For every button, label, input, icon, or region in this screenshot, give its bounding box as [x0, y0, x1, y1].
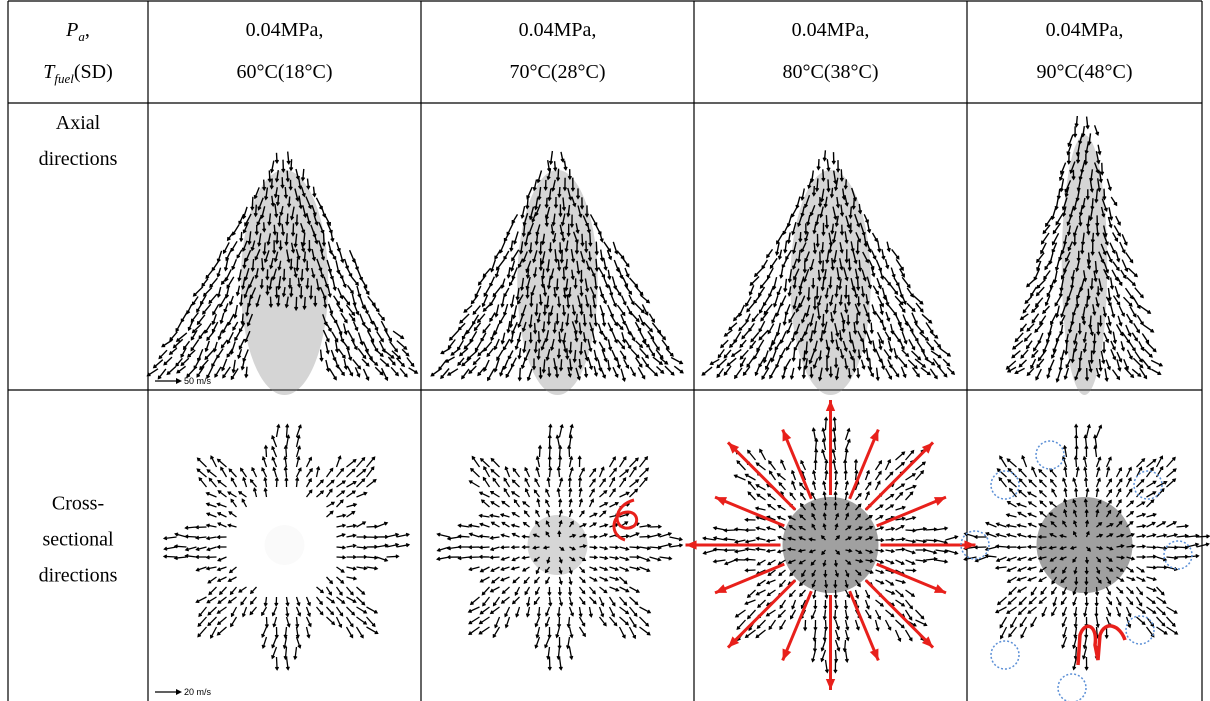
blue-circle [990, 470, 1020, 500]
red-arrow-head [964, 540, 976, 550]
header-text: 80°C(38°C) [783, 61, 879, 83]
row-label: directions [39, 148, 118, 170]
red-arrow-head [715, 584, 728, 593]
row-label: Cross- [52, 493, 104, 515]
spray-core [782, 497, 879, 593]
red-arrow [864, 579, 935, 649]
red-arrow-head [921, 442, 934, 454]
axial-vectors [146, 151, 419, 382]
subscript: a [78, 29, 85, 44]
row-label: directions [39, 565, 118, 587]
red-arrow-head [782, 648, 792, 661]
row-label: Axial [56, 112, 101, 134]
axial-vectors [701, 150, 956, 382]
red-arrow-head [933, 497, 946, 506]
header-text: 0.04MPa, [246, 19, 324, 41]
red-arrow [864, 441, 935, 511]
header-symbol: Tfuel(SD) [43, 61, 113, 86]
red-arrow-head [825, 678, 836, 690]
table-borders [7, 0, 1203, 701]
cross-vectors [963, 423, 1210, 671]
red-arrow-head [933, 584, 946, 593]
header-text: 0.04MPa, [1046, 19, 1124, 41]
red-arrow-head [685, 540, 697, 550]
red-arrow [714, 495, 785, 528]
red-arrow-head [727, 636, 740, 648]
subscript: fuel [54, 71, 74, 86]
blue-circle [1133, 470, 1163, 500]
symbol-tail: , [85, 19, 90, 41]
red-arrow-head [921, 636, 934, 648]
scale-head [176, 378, 182, 384]
red-arrow-head [869, 429, 879, 442]
spray-core [240, 170, 329, 395]
row-label: sectional [42, 529, 114, 551]
header-text: 0.04MPa, [792, 19, 870, 41]
red-arrow [714, 562, 785, 595]
blue-circle [1057, 673, 1087, 701]
red-arrow-head [782, 429, 792, 442]
blue-circle [960, 530, 990, 560]
header-text: 60°C(18°C) [237, 61, 333, 83]
blue-circle [1125, 615, 1155, 645]
cross-vectors [702, 416, 959, 674]
scale-label: 20 m/s [184, 687, 212, 697]
red-arrow [781, 590, 813, 662]
red-arrow-head [715, 497, 728, 506]
red-swirl [1076, 624, 1127, 666]
blue-circle [990, 640, 1020, 670]
header-text: 0.04MPa, [519, 19, 597, 41]
red-arrow-head [869, 648, 879, 661]
red-arrow-head [825, 400, 836, 412]
blue-circle [1163, 540, 1193, 570]
header-text: 70°C(28°C) [510, 61, 606, 83]
red-arrow [848, 590, 880, 662]
symbol: P [65, 19, 78, 41]
red-arrow [726, 441, 797, 511]
scale-head [176, 689, 182, 695]
scale-label: 50 m/s [184, 376, 212, 386]
red-swirl [612, 498, 639, 542]
red-arrow [876, 562, 947, 595]
header-symbol: Pa, [65, 19, 90, 44]
red-arrow [726, 579, 797, 649]
cross-vectors [436, 423, 684, 671]
red-arrow [876, 495, 947, 528]
red-arrow [848, 428, 880, 500]
vector-fields [146, 115, 1210, 701]
header-text: 90°C(48°C) [1037, 61, 1133, 83]
spray-core [264, 525, 305, 565]
symbol: T [43, 61, 56, 83]
symbol-tail: (SD) [74, 61, 113, 83]
cross-vectors [162, 423, 411, 671]
axial-vectors [1005, 115, 1164, 383]
axial-vectors [430, 150, 684, 383]
red-arrow-head [727, 442, 740, 454]
red-arrow [781, 428, 813, 500]
blue-circle [1035, 440, 1065, 470]
